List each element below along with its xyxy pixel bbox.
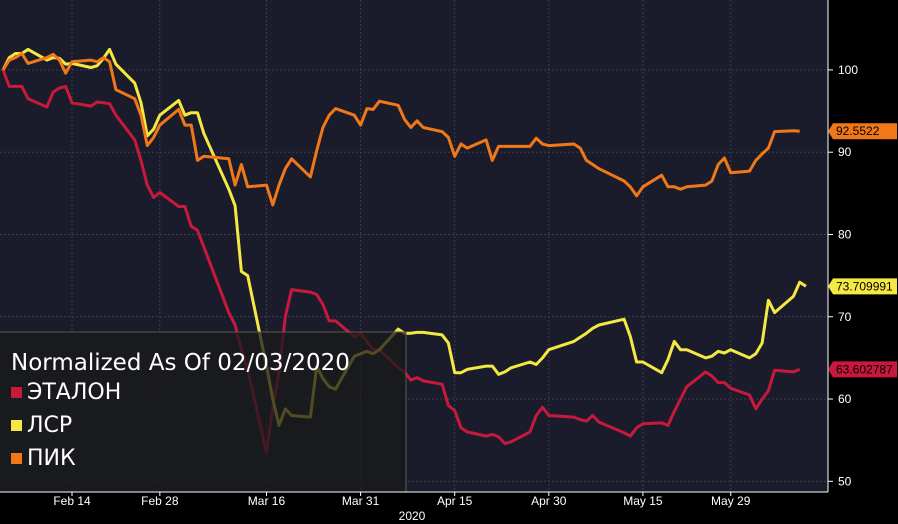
x-axis-year-label: 2020 — [399, 509, 426, 523]
x-tick-label: Mar 31 — [342, 494, 380, 508]
y-tick-label: 70 — [838, 310, 852, 324]
end-label-1: 63.602787 — [836, 362, 893, 376]
legend-swatch-3 — [11, 453, 22, 464]
x-axis: Feb 14 Feb 28 Mar 16 Mar 31 Apr 15 Apr 30 May … — [0, 491, 828, 508]
x-tick-label: Apr 15 — [437, 494, 473, 508]
end-label-tag-3 — [828, 123, 897, 140]
legend: Normalized As Of 02/03/2020 ЭТАЛОН ЛСР ПИК — [0, 331, 407, 493]
end-label-3: 92.5522 — [836, 124, 880, 138]
x-tick-label: Feb 28 — [141, 494, 179, 508]
x-tick-label: May 15 — [623, 494, 663, 508]
series-line-3 — [1, 52, 800, 207]
x-tick-label: May 29 — [711, 494, 751, 508]
legend-swatch-1 — [11, 387, 22, 398]
y-tick-label: 100 — [838, 63, 858, 77]
legend-label-1: ЭТАЛОН — [27, 380, 121, 405]
x-tick-label: Feb 14 — [53, 494, 91, 508]
legend-label-3: ПИК — [27, 446, 76, 471]
y-axis: 50 60 70 80 90 100 — [827, 0, 858, 492]
series-line-2 — [1, 47, 807, 427]
y-tick-label: 90 — [838, 145, 852, 159]
legend-title: Normalized As Of 02/03/2020 — [11, 350, 350, 376]
y-tick-label: 50 — [838, 474, 852, 488]
x-tick-label: Mar 16 — [248, 494, 286, 508]
end-labels: 63.602787 73.709991 92.5522 — [828, 123, 897, 378]
legend-box — [0, 331, 407, 493]
legend-swatch-2 — [11, 420, 22, 431]
end-label-2: 73.709991 — [836, 279, 893, 293]
legend-items: ЭТАЛОН ЛСР ПИК — [11, 380, 121, 471]
y-tick-label: 60 — [838, 392, 852, 406]
end-label-tag-1 — [828, 361, 897, 378]
legend-label-2: ЛСР — [27, 413, 72, 438]
x-tick-label: Apr 30 — [531, 494, 567, 508]
y-tick-label: 80 — [838, 227, 852, 241]
end-label-tag-2 — [828, 278, 897, 295]
